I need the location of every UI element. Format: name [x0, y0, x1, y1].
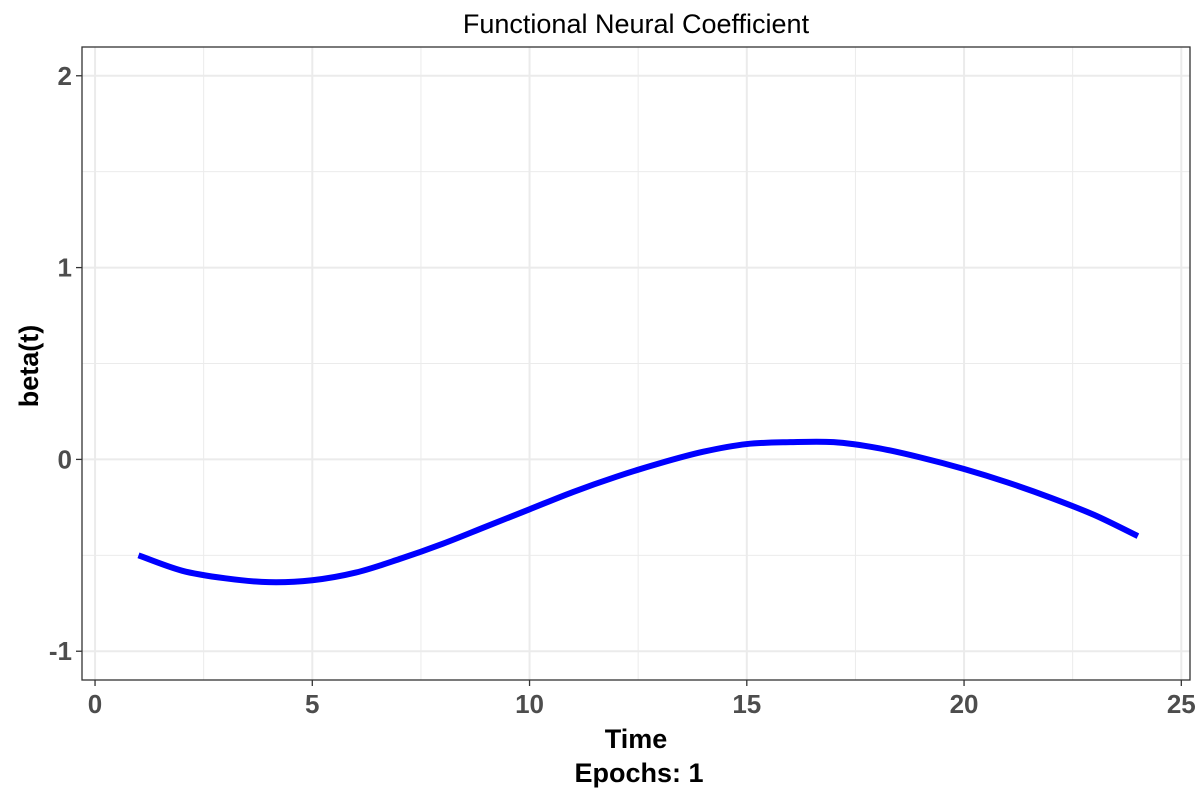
series-layer [137, 438, 1140, 586]
x-tick-label: 15 [732, 689, 761, 719]
chart-title: Functional Neural Coefficient [463, 9, 810, 39]
x-tick-label: 10 [515, 689, 544, 719]
panel-border [81, 46, 1191, 681]
x-tick-label: 25 [1167, 689, 1196, 719]
y-tick-label: -1 [49, 636, 72, 666]
x-axis-ticks: 0 5 10 15 20 25 [88, 680, 1196, 719]
y-axis-ticks: -1 0 1 2 [49, 61, 82, 666]
series-line [137, 438, 1140, 586]
grid [82, 47, 1190, 680]
x-axis-label: Time [605, 724, 668, 754]
x-tick-label: 20 [950, 689, 979, 719]
y-tick-label: 2 [58, 61, 72, 91]
y-axis-label: beta(t) [14, 325, 44, 408]
x-tick-label: 5 [305, 689, 319, 719]
epochs-caption: Epochs: 1 [574, 758, 703, 788]
y-tick-label: 1 [58, 253, 72, 283]
y-tick-label: 0 [58, 444, 72, 474]
x-tick-label: 0 [88, 689, 102, 719]
